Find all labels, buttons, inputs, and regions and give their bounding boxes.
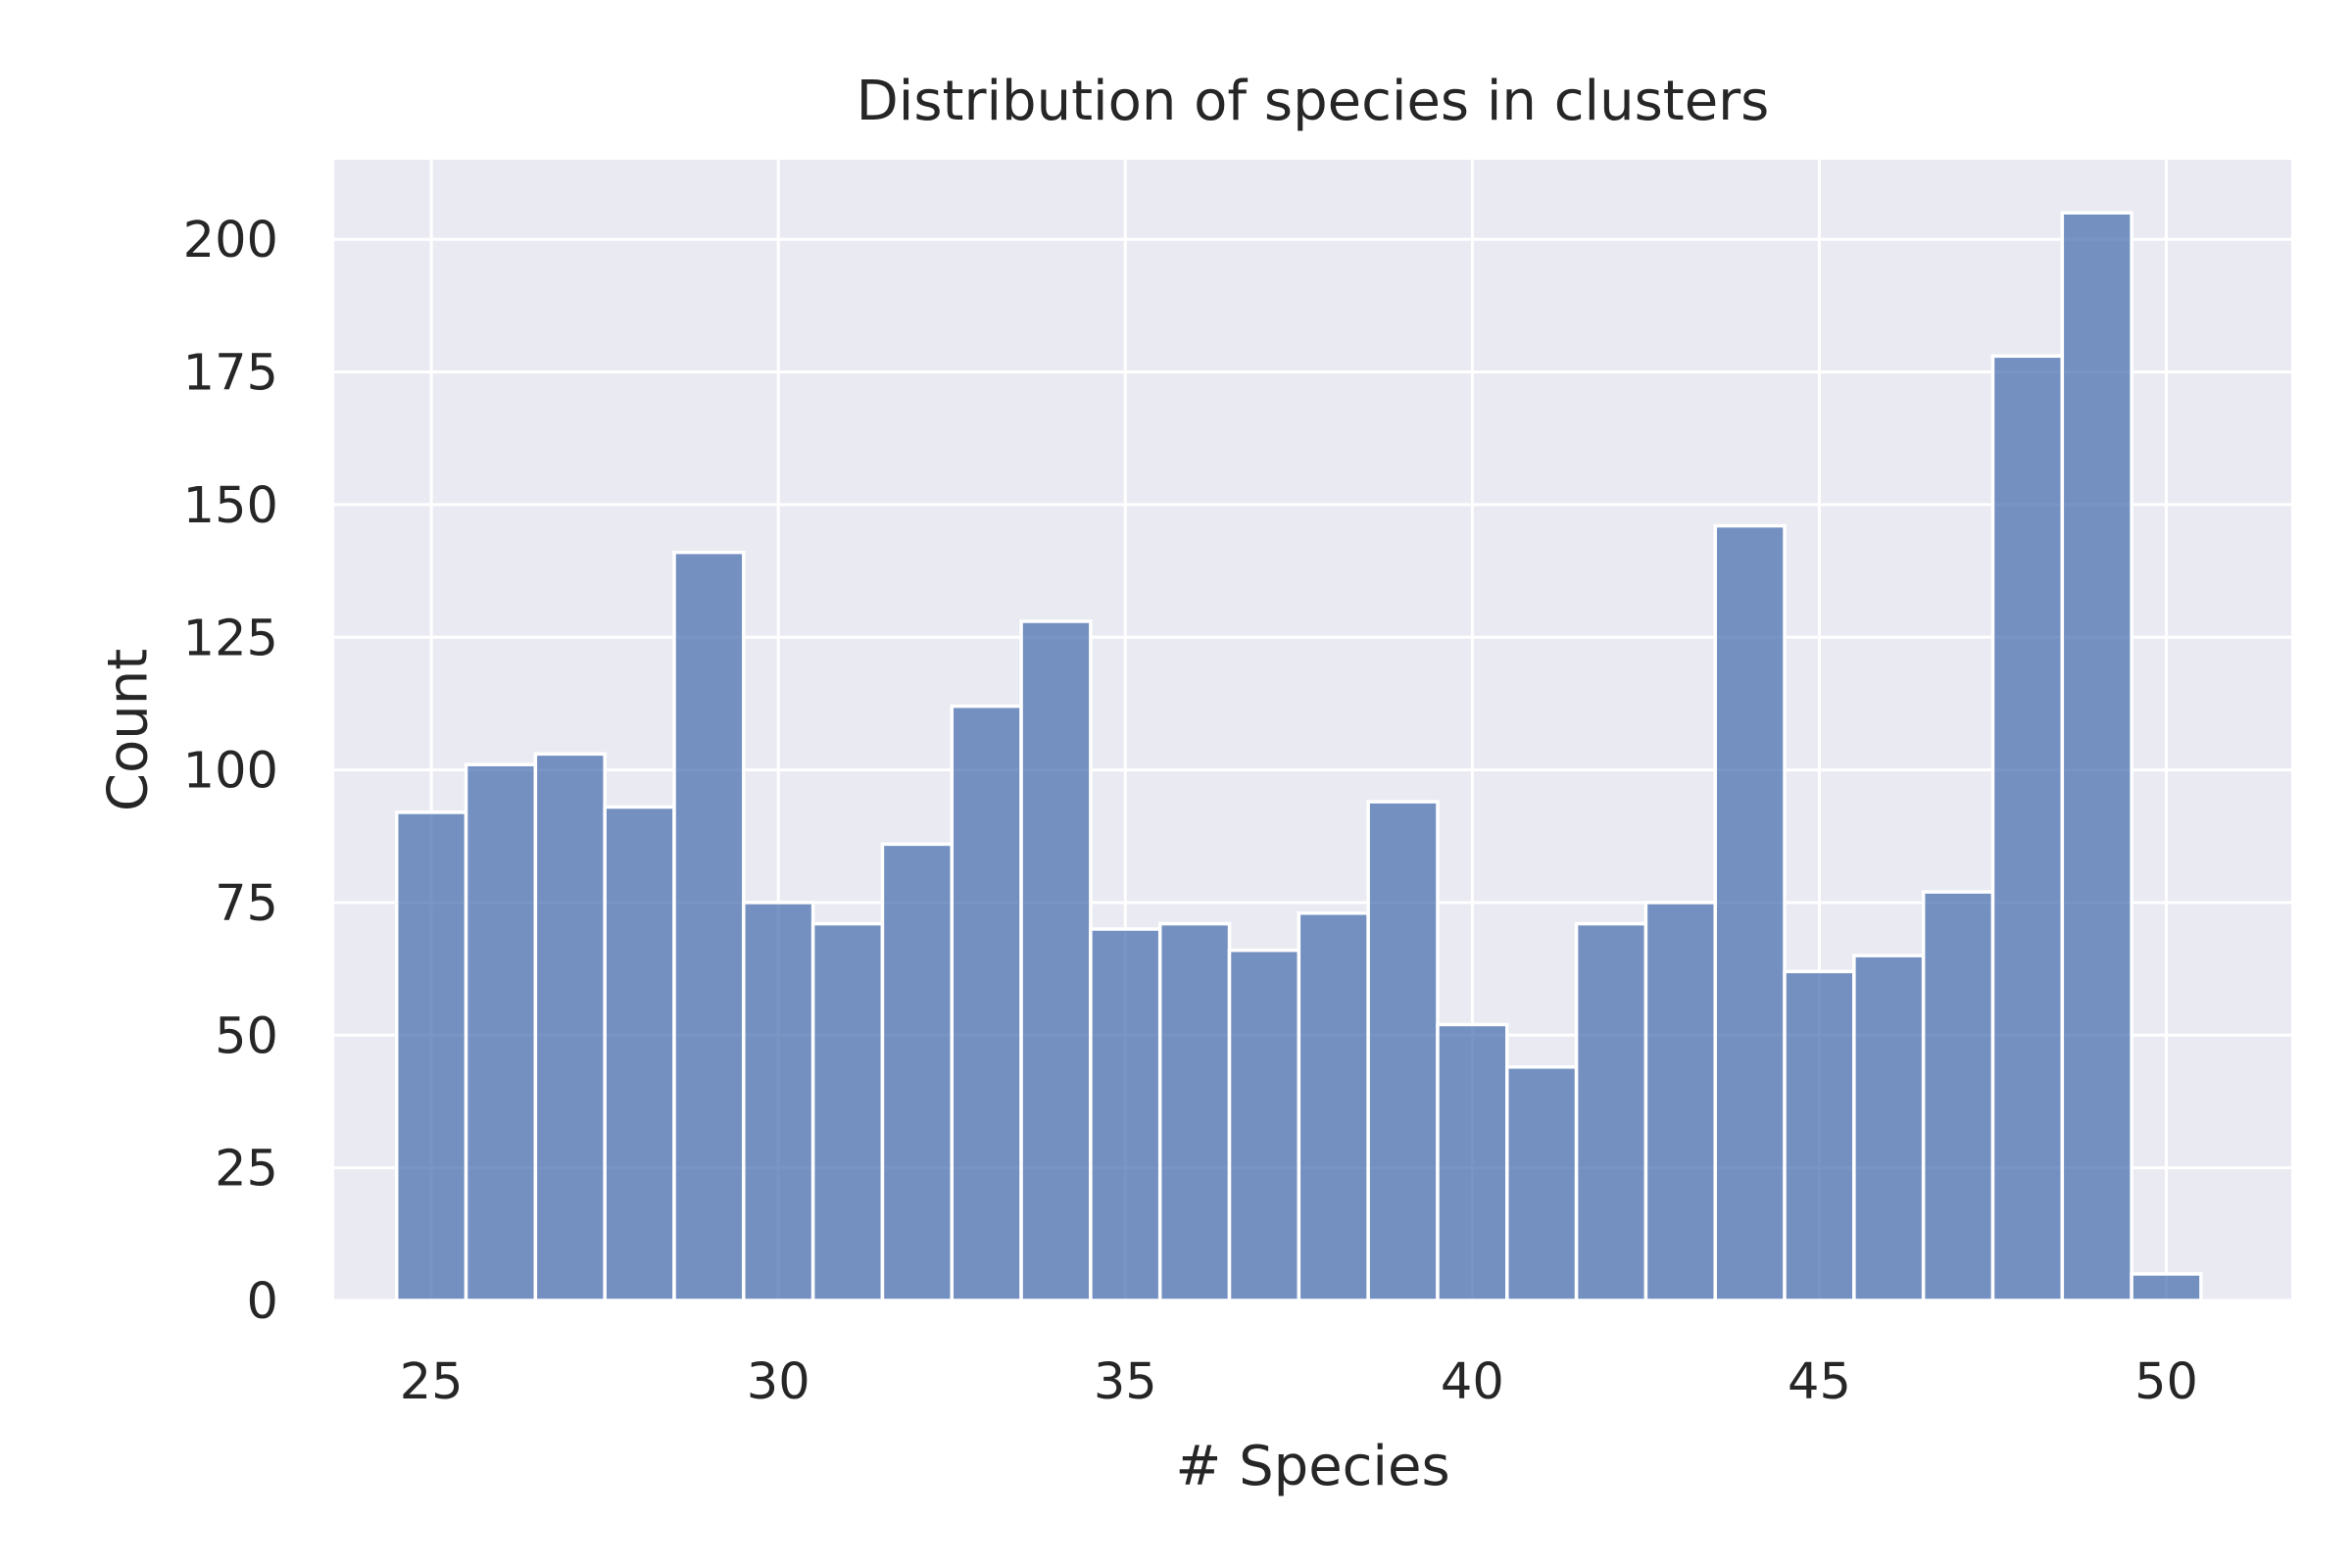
histogram-bar (464, 762, 538, 1302)
histogram-bar (950, 704, 1023, 1302)
x-tick-label: 50 (2134, 1353, 2198, 1411)
bars (394, 211, 2203, 1302)
histogram-bar (1366, 800, 1440, 1302)
x-tick-label: 25 (400, 1353, 464, 1411)
histogram-bar (1297, 911, 1370, 1302)
histogram-bar (394, 810, 468, 1302)
histogram-bar (1574, 921, 1648, 1302)
y-tick-label: 0 (247, 1273, 278, 1331)
y-axis-label: Count (97, 649, 161, 811)
histogram-bar (1505, 1065, 1579, 1302)
y-tick-label: 150 (183, 477, 278, 535)
y-tick-label: 125 (183, 610, 278, 667)
histogram-bar (2060, 211, 2133, 1302)
y-tick-label: 50 (215, 1007, 278, 1065)
histogram-bar (1089, 927, 1162, 1302)
x-axis-ticks: 25 30 35 40 45 50 (400, 1353, 2198, 1411)
y-tick-label: 25 (215, 1141, 278, 1199)
histogram-bar (742, 901, 815, 1302)
histogram-bar (1227, 948, 1301, 1302)
y-axis-ticks: 0 25 50 75 100 125 150 175 200 (183, 212, 278, 1331)
histogram-bar (1783, 969, 1856, 1302)
x-tick-label: 30 (747, 1353, 810, 1411)
x-axis-label: # Species (1175, 1435, 1449, 1498)
histogram-bar (2130, 1272, 2203, 1302)
histogram-bar (533, 752, 607, 1302)
histogram-bar (1436, 1022, 1509, 1302)
histogram-bar (1990, 354, 2065, 1302)
y-tick-label: 200 (183, 212, 278, 270)
y-tick-label: 75 (215, 875, 278, 933)
x-tick-label: 40 (1441, 1353, 1504, 1411)
histogram-bar (1019, 619, 1093, 1302)
y-tick-label: 100 (183, 743, 278, 801)
histogram-bar (672, 550, 746, 1302)
histogram-bar (1157, 921, 1232, 1302)
histogram-bar (603, 805, 676, 1302)
histogram-bar (1852, 954, 1926, 1302)
y-tick-label: 175 (183, 345, 278, 403)
histogram-bar (1713, 523, 1787, 1302)
chart-title: Distribution of species in clusters (857, 70, 1770, 133)
x-tick-label: 35 (1094, 1353, 1157, 1411)
histogram-bar (810, 921, 885, 1302)
x-tick-label: 45 (1788, 1353, 1851, 1411)
histogram-bar (1643, 901, 1717, 1302)
histogram-bar (1921, 890, 1995, 1302)
histogram-bar (880, 842, 955, 1302)
